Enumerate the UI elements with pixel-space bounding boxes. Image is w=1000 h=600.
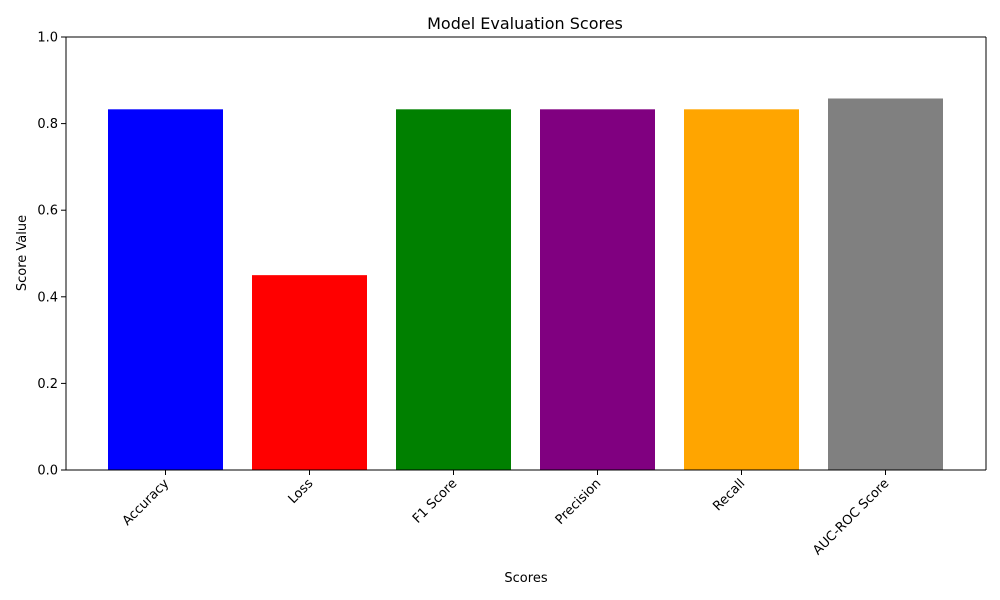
x-tick-label: Loss [286,476,317,507]
bar-f1-score [396,109,511,470]
x-tick-label: AUC-ROC Score [810,476,892,558]
bar-accuracy [108,109,223,470]
y-tick-label: 0.4 [37,290,58,305]
y-tick-label: 0.6 [37,204,58,219]
chart-title: Model Evaluation Scores [427,14,623,33]
bar-auc-roc-score [828,98,943,471]
x-tick-label: F1 Score [410,476,460,526]
bar-recall [684,109,799,470]
y-tick-label: 0.8 [37,117,58,132]
x-tick-label: Accuracy [120,476,173,529]
y-tick-label: 0.2 [37,377,58,392]
x-tick-label: Precision [553,476,605,528]
bar-precision [540,109,655,470]
y-tick-label: 0.0 [37,464,58,479]
bar-loss [252,275,367,470]
x-axis-label: Scores [504,571,547,586]
plot-area: 0.0 0.2 0.4 0.6 0.8 1.0 Accuracy Loss F1 Score Pr… [37,31,987,558]
y-axis-label: Score Value [15,215,30,291]
y-tick-label: 1.0 [37,31,58,46]
x-tick-label: Recall [710,476,748,514]
